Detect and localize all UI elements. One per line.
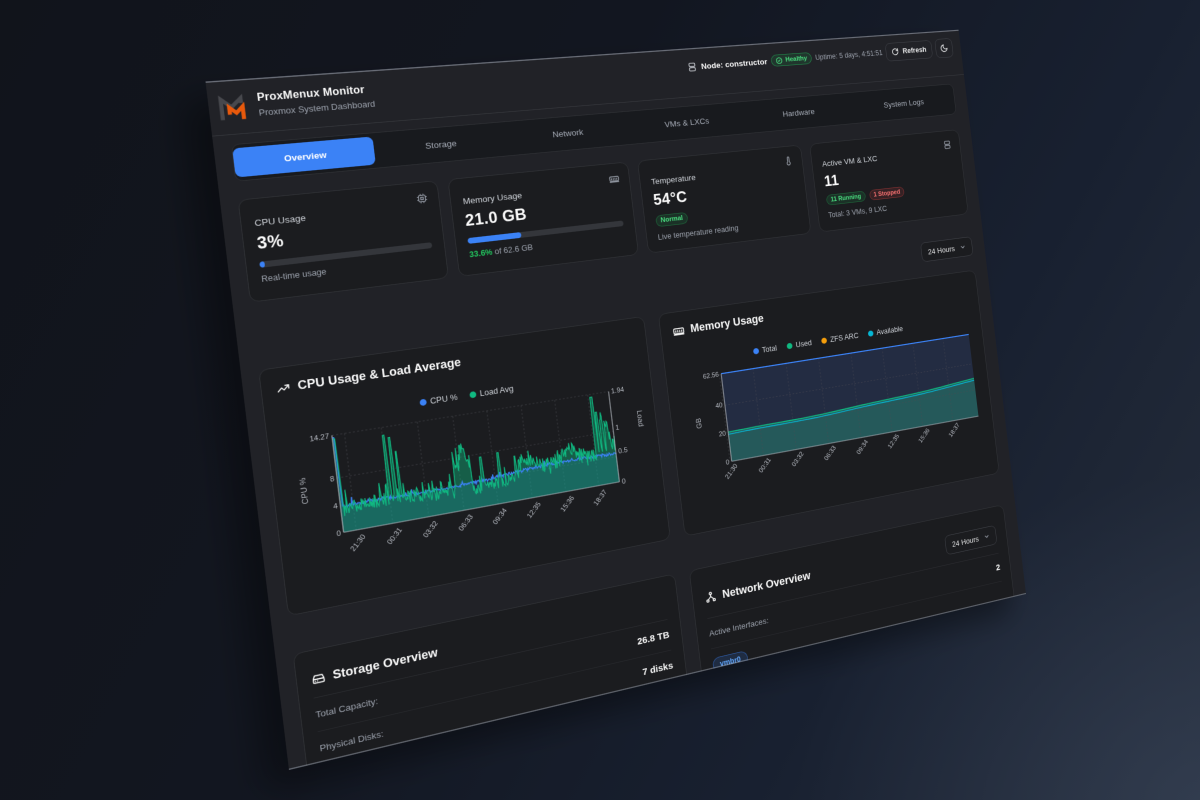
svg-text:21:30: 21:30 — [349, 532, 368, 552]
svg-text:09:34: 09:34 — [855, 438, 869, 456]
svg-text:40: 40 — [715, 401, 723, 410]
svg-text:03:32: 03:32 — [790, 450, 805, 468]
svg-text:06:33: 06:33 — [823, 444, 838, 462]
svg-text:0: 0 — [725, 458, 730, 466]
svg-text:12:35: 12:35 — [887, 432, 901, 450]
svg-text:00:31: 00:31 — [757, 456, 772, 474]
svg-text:GB: GB — [694, 417, 703, 429]
svg-text:0.5: 0.5 — [618, 446, 629, 455]
svg-text:12:35: 12:35 — [525, 500, 542, 519]
svg-text:1.94: 1.94 — [611, 386, 625, 396]
svg-text:CPU %: CPU % — [297, 477, 310, 505]
svg-text:18:37: 18:37 — [947, 421, 961, 438]
svg-text:62.56: 62.56 — [703, 371, 720, 381]
svg-text:1: 1 — [615, 423, 620, 431]
svg-text:4: 4 — [333, 502, 339, 511]
svg-text:18:37: 18:37 — [592, 488, 609, 507]
svg-text:03:32: 03:32 — [422, 519, 440, 539]
svg-text:20: 20 — [718, 429, 726, 438]
svg-text:0: 0 — [336, 529, 342, 538]
svg-text:15:36: 15:36 — [917, 427, 931, 444]
svg-text:06:33: 06:33 — [457, 513, 475, 533]
svg-text:15:36: 15:36 — [559, 494, 576, 513]
svg-text:Load: Load — [635, 410, 645, 428]
svg-text:09:34: 09:34 — [491, 506, 509, 526]
svg-text:0: 0 — [621, 477, 626, 485]
svg-text:00:31: 00:31 — [385, 526, 404, 546]
svg-text:14.27: 14.27 — [309, 432, 330, 443]
svg-text:8: 8 — [329, 475, 335, 484]
